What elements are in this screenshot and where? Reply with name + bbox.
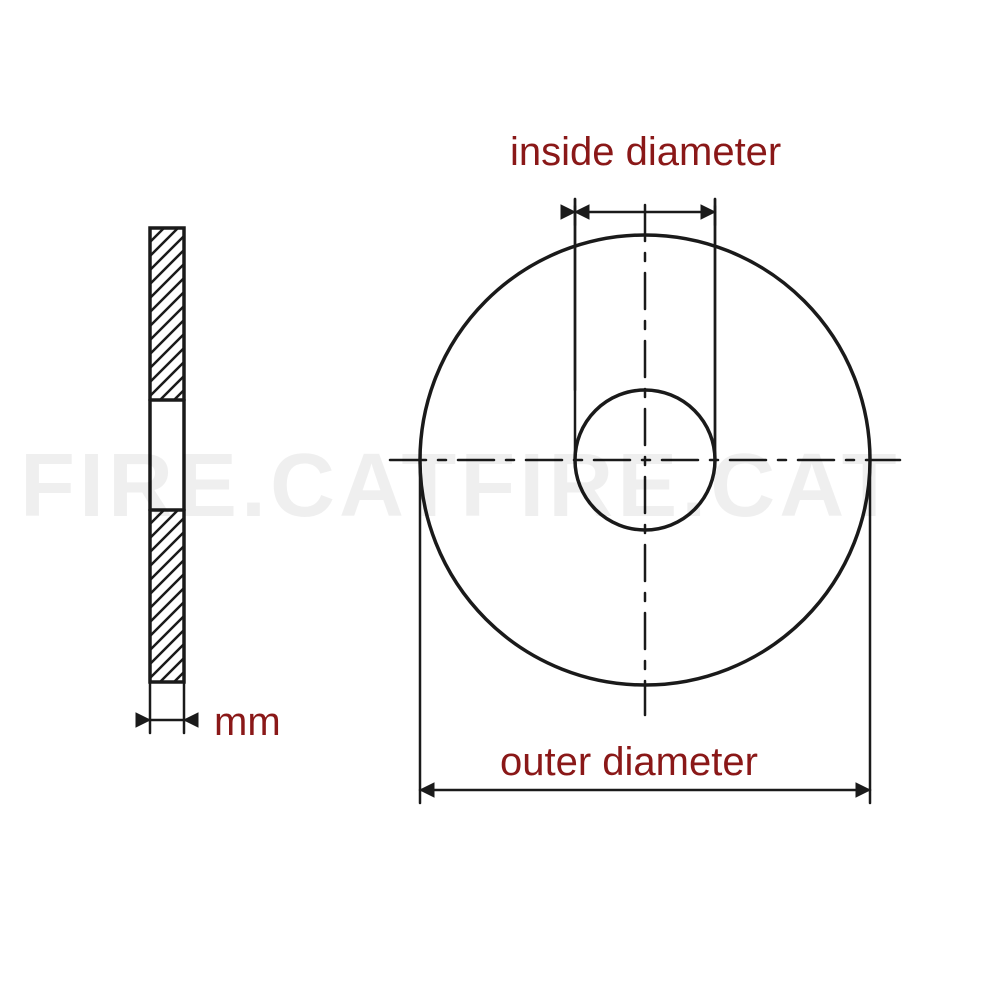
thickness-label: mm <box>214 700 281 745</box>
inside-diameter-label: inside diameter <box>510 130 781 175</box>
outer-diameter-label: outer diameter <box>500 740 758 785</box>
technical-drawing <box>0 0 1000 1000</box>
